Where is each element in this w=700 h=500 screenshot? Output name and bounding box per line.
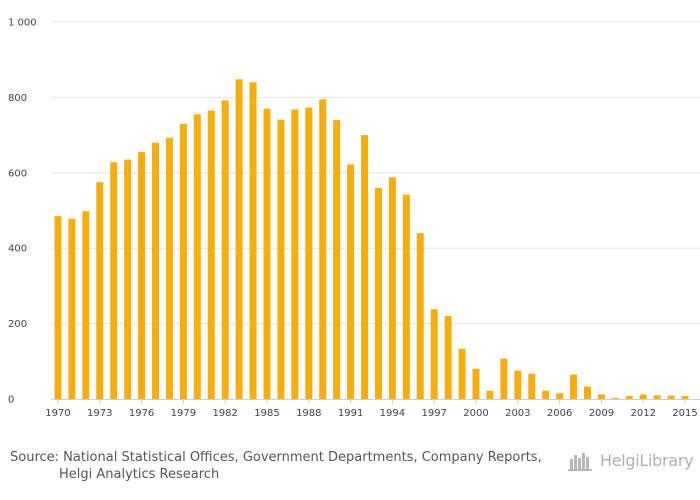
bar-1978[interactable] xyxy=(165,137,173,400)
bar-2005[interactable] xyxy=(542,390,550,399)
x-tick-label: 1982 xyxy=(212,408,237,419)
gridlines xyxy=(51,21,700,325)
bar-1971[interactable] xyxy=(68,218,76,399)
bar-2008[interactable] xyxy=(583,386,591,399)
bar-2013[interactable] xyxy=(653,395,661,399)
bar-1998[interactable] xyxy=(444,316,452,399)
helgi-library-logo[interactable]: HelgiLibrary xyxy=(568,448,694,472)
bar-1986[interactable] xyxy=(277,119,285,399)
bar-2010[interactable] xyxy=(611,397,619,399)
x-axis-ticks: 1970 1973 1976 1979 1982 1985 1988 1991 1994 1997… xyxy=(45,399,698,419)
x-tick-label: 2003 xyxy=(505,408,530,419)
bar-2012[interactable] xyxy=(639,394,647,399)
y-tick-label: 1 000 xyxy=(8,18,37,29)
x-tick-label: 1973 xyxy=(87,408,112,419)
source-line-1: Source: National Statistical Offices, Go… xyxy=(10,450,542,465)
bar-2014[interactable] xyxy=(667,395,675,399)
bar-1990[interactable] xyxy=(333,120,341,400)
y-tick-label: 600 xyxy=(8,168,27,179)
bar-1993[interactable] xyxy=(374,187,382,399)
x-tick-label: 1988 xyxy=(296,408,321,419)
y-tick-label: 400 xyxy=(8,244,27,255)
bar-1996[interactable] xyxy=(416,233,424,399)
bar-2003[interactable] xyxy=(514,370,522,399)
bar-1970[interactable] xyxy=(54,216,62,399)
bar-2009[interactable] xyxy=(597,394,605,399)
bar-1984[interactable] xyxy=(249,82,257,399)
x-tick-label: 1991 xyxy=(338,408,363,419)
x-tick-label: 1970 xyxy=(45,408,70,419)
bar-1979[interactable] xyxy=(179,123,187,399)
bar-1977[interactable] xyxy=(152,142,160,399)
bar-2015[interactable] xyxy=(681,395,689,399)
bar-1981[interactable] xyxy=(207,110,215,399)
bar-1976[interactable] xyxy=(138,152,146,399)
bar-1991[interactable] xyxy=(347,164,355,399)
bar-1992[interactable] xyxy=(361,135,369,399)
bar-2001[interactable] xyxy=(486,390,494,399)
bars xyxy=(54,79,689,400)
x-tick-label: 1979 xyxy=(171,408,196,419)
bar-1997[interactable] xyxy=(430,309,438,399)
bar-1973[interactable] xyxy=(96,182,104,399)
y-tick-label: 0 xyxy=(8,395,14,406)
y-tick-label: 800 xyxy=(8,93,27,104)
bar-1988[interactable] xyxy=(305,107,313,399)
bar-1983[interactable] xyxy=(235,79,243,400)
x-tick-label: 1994 xyxy=(380,408,405,419)
bar-1985[interactable] xyxy=(263,108,271,400)
bar-2000[interactable] xyxy=(472,368,480,399)
bar-1994[interactable] xyxy=(388,177,396,399)
bar-1982[interactable] xyxy=(221,100,229,400)
x-tick-label: 2015 xyxy=(672,408,697,419)
bar-1980[interactable] xyxy=(193,114,201,400)
bar-2007[interactable] xyxy=(570,374,578,400)
library-icon xyxy=(568,453,592,471)
y-tick-label: 200 xyxy=(8,319,27,330)
x-tick-label: 1976 xyxy=(129,408,154,419)
logo-text: HelgiLibrary xyxy=(600,450,694,470)
x-tick-label: 2006 xyxy=(547,408,572,419)
bar-1989[interactable] xyxy=(319,99,327,399)
x-tick-label: 2009 xyxy=(589,408,614,419)
bar-1972[interactable] xyxy=(82,211,90,399)
bar-1999[interactable] xyxy=(458,348,466,399)
bar-2006[interactable] xyxy=(556,393,564,399)
bar-1975[interactable] xyxy=(124,159,132,399)
bar-1987[interactable] xyxy=(291,109,299,400)
bar-2004[interactable] xyxy=(528,373,536,399)
source-note: Source: National Statistical Offices, Go… xyxy=(10,449,550,483)
bar-2002[interactable] xyxy=(500,358,508,399)
y-axis-ticks: 0 200 400 600 800 1 000 xyxy=(8,18,37,406)
x-tick-label: 2000 xyxy=(463,408,488,419)
bar-2011[interactable] xyxy=(625,395,633,399)
source-line-2: Helgi Analytics Research xyxy=(59,467,220,482)
bar-1974[interactable] xyxy=(110,162,118,399)
x-tick-label: 1985 xyxy=(254,408,279,419)
x-tick-label: 2012 xyxy=(631,408,656,419)
bar-1995[interactable] xyxy=(402,194,410,399)
x-tick-label: 1997 xyxy=(421,408,446,419)
